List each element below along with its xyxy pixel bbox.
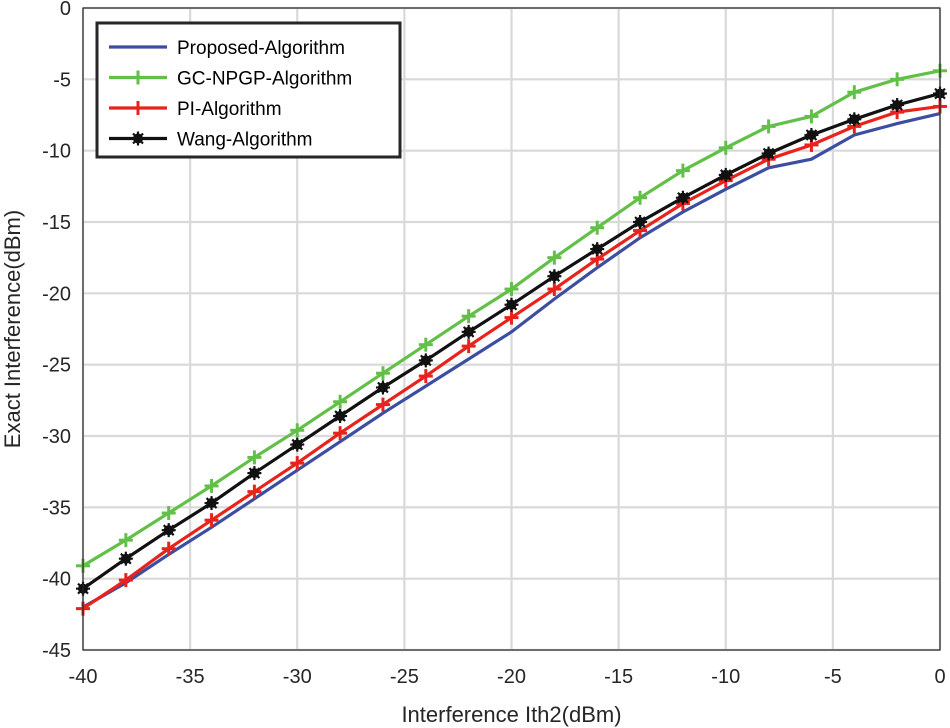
y-axis-label: Exact Interference(dBm) [0,210,25,448]
data-point-wang-algorithm [418,353,433,368]
y-tick-label: -15 [42,212,71,234]
series-proposed-algorithm [82,112,941,609]
x-tick-label: 0 [934,666,945,688]
data-point-wang-algorithm [590,242,605,257]
tick-labels: -40 -35 -30 -25 -20 -15 -10 -5 0 0 -5 -10 -15 -20 -25 -… [42,0,945,688]
data-point-wang-algorithm [547,269,562,284]
data-point-gc-npgp-algorithm [590,220,605,235]
data-point-gc-npgp-algorithm [118,533,133,548]
data-point-pi-algorithm [161,541,176,556]
data-point-wang-algorithm [161,523,176,538]
data-point-gc-npgp-algorithm [547,250,562,265]
plot-frame [82,7,941,651]
data-point-wang-algorithm [461,324,476,339]
legend-item-gc-npgp-algorithm: GC-NPGP-Algorithm [109,69,352,90]
data-point-gc-npgp-algorithm [504,282,519,297]
data-point-pi-algorithm [375,397,390,412]
data-point-gc-npgp-algorithm [847,85,862,100]
data-point-gc-npgp-algorithm [418,337,433,352]
y-tick-label: -10 [42,141,71,163]
legend-label: Wang-Algorithm [177,130,313,151]
legend-label: GC-NPGP-Algorithm [177,69,352,90]
x-tick-label: -20 [497,666,526,688]
data-point-wang-algorithm [290,437,305,452]
y-tick-label: -20 [42,283,71,305]
legend-marker [131,101,145,115]
data-point-pi-algorithm [204,513,219,528]
data-point-wang-algorithm [247,466,262,481]
series-line-proposed-algorithm [82,112,941,609]
data-point-gc-npgp-algorithm [375,366,390,381]
data-point-pi-algorithm [247,484,262,499]
data-point-wang-algorithm [633,215,648,229]
data-point-gc-npgp-algorithm [804,109,819,124]
data-point-wang-algorithm [675,190,690,205]
data-point-pi-algorithm [504,310,519,325]
y-tick-label: -45 [42,640,71,662]
data-point-gc-npgp-algorithm [161,506,176,521]
data-point-pi-algorithm [118,573,133,588]
x-tick-label: -40 [69,666,98,688]
x-axis-label: Interference Ith2(dBm) [401,702,621,727]
data-point-pi-algorithm [547,282,562,297]
legend-marker [131,131,145,146]
data-point-wang-algorithm [847,112,862,127]
x-tick-label: -10 [711,666,740,688]
data-point-wang-algorithm [804,127,819,142]
y-tick-label: -25 [42,355,71,377]
data-point-wang-algorithm [375,380,390,395]
data-point-gc-npgp-algorithm [461,309,476,324]
data-point-gc-npgp-algorithm [290,423,305,438]
x-tick-label: -5 [824,666,842,688]
y-tick-label: -5 [53,69,71,91]
data-point-gc-npgp-algorithm [247,450,262,465]
legend-box [95,21,402,159]
data-point-gc-npgp-algorithm [204,478,219,493]
legend-label: Proposed-Algorithm [177,38,345,59]
y-tick-label: 0 [60,0,71,20]
data-point-gc-npgp-algorithm [333,394,348,409]
data-point-gc-npgp-algorithm [633,190,648,205]
data-point-pi-algorithm [461,339,476,354]
data-point-wang-algorithm [718,167,733,182]
data-point-gc-npgp-algorithm [761,119,776,134]
data-point-wang-algorithm [333,409,348,424]
x-tick-label: -30 [283,666,312,688]
data-point-wang-algorithm [204,496,219,511]
data-point-pi-algorithm [333,426,348,441]
data-point-gc-npgp-algorithm [890,72,905,87]
data-point-gc-npgp-algorithm [718,140,733,155]
data-point-wang-algorithm [118,551,133,566]
legend-label: PI-Algorithm [177,99,282,120]
data-point-wang-algorithm [890,98,905,113]
legend-item-proposed-algorithm: Proposed-Algorithm [109,38,345,59]
legend-marker [131,70,145,85]
data-point-gc-npgp-algorithm [675,163,690,178]
data-point-wang-algorithm [504,297,519,312]
x-tick-label: -15 [604,666,633,688]
data-point-pi-algorithm [290,456,305,471]
legend: Proposed-Algorithm GC-NPGP-Algorithm PI-Al… [95,21,402,159]
y-tick-label: -35 [42,497,71,519]
x-tick-label: -25 [390,666,419,688]
y-tick-label: -40 [42,569,71,591]
y-tick-label: -30 [42,426,71,448]
legend-item-wang-algorithm: Wang-Algorithm [109,130,313,151]
data-point-pi-algorithm [418,369,433,384]
legend-item-pi-algorithm: PI-Algorithm [109,99,282,120]
data-point-wang-algorithm [761,146,776,161]
x-tick-label: -35 [176,666,205,688]
